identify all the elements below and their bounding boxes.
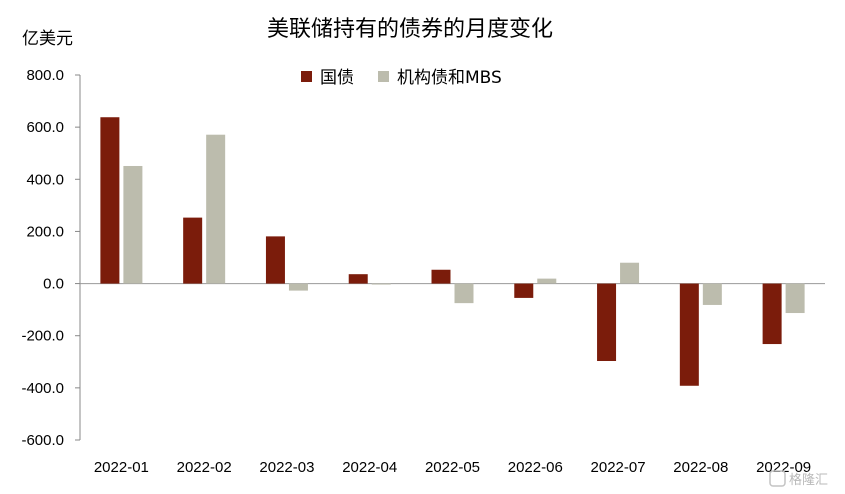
watermark: 格隆汇 xyxy=(769,470,828,488)
y-tick-label: -400.0 xyxy=(21,380,64,397)
x-tick-label: 2022-05 xyxy=(425,459,480,476)
bar-agency-mbs xyxy=(785,283,805,314)
bar-treasury xyxy=(348,274,368,284)
bar-treasury xyxy=(431,269,451,284)
bar-agency-mbs xyxy=(454,283,474,304)
y-axis-unit: 亿美元 xyxy=(22,29,73,49)
bar-treasury xyxy=(265,236,285,284)
x-tick-label: 2022-04 xyxy=(342,459,397,476)
bar-treasury xyxy=(679,283,699,386)
x-tick-label: 2022-01 xyxy=(94,459,149,476)
y-tick-label: 0.0 xyxy=(43,276,64,293)
watermark-text: 格隆汇 xyxy=(789,472,828,488)
plot-area: 800.0 600.0 400.0 200.0 0.0 -200.0 -400.0 -600.… xyxy=(21,67,825,476)
x-tick-label: 2022-08 xyxy=(673,459,728,476)
bar-agency-mbs xyxy=(620,262,640,284)
legend-swatch-treasury xyxy=(301,71,312,82)
y-tick-label: -200.0 xyxy=(21,328,64,345)
y-tick-label: -600.0 xyxy=(21,432,64,449)
x-tick-label: 2022-06 xyxy=(508,459,563,476)
bar-agency-mbs xyxy=(371,283,391,285)
watermark-logo-icon xyxy=(769,470,786,487)
y-tick-label: 200.0 xyxy=(26,223,64,240)
x-tick-label: 2022-02 xyxy=(177,459,232,476)
bar-agency-mbs xyxy=(537,278,557,284)
bar-treasury xyxy=(597,283,617,362)
bar-agency-mbs xyxy=(702,283,722,305)
y-tick-label: 400.0 xyxy=(26,171,64,188)
legend: 国债 机构债和MBS xyxy=(301,68,502,88)
chart-title: 美联储持有的债券的月度变化 xyxy=(267,17,553,42)
bar-agency-mbs xyxy=(206,134,226,284)
bar-agency-mbs xyxy=(288,283,308,291)
legend-swatch-agency-mbs xyxy=(378,71,389,82)
x-tick-label: 2022-07 xyxy=(591,459,646,476)
bar-treasury xyxy=(762,283,782,345)
legend-label-treasury: 国债 xyxy=(320,68,354,88)
bar-treasury xyxy=(100,117,120,284)
bar-treasury xyxy=(183,217,203,284)
y-tick-label: 600.0 xyxy=(26,119,64,136)
y-tick-label: 800.0 xyxy=(26,67,64,84)
x-tick-label: 2022-03 xyxy=(259,459,314,476)
legend-label-agency-mbs: 机构债和MBS xyxy=(397,68,502,88)
bar-agency-mbs xyxy=(123,165,143,284)
bar-treasury xyxy=(514,283,534,298)
